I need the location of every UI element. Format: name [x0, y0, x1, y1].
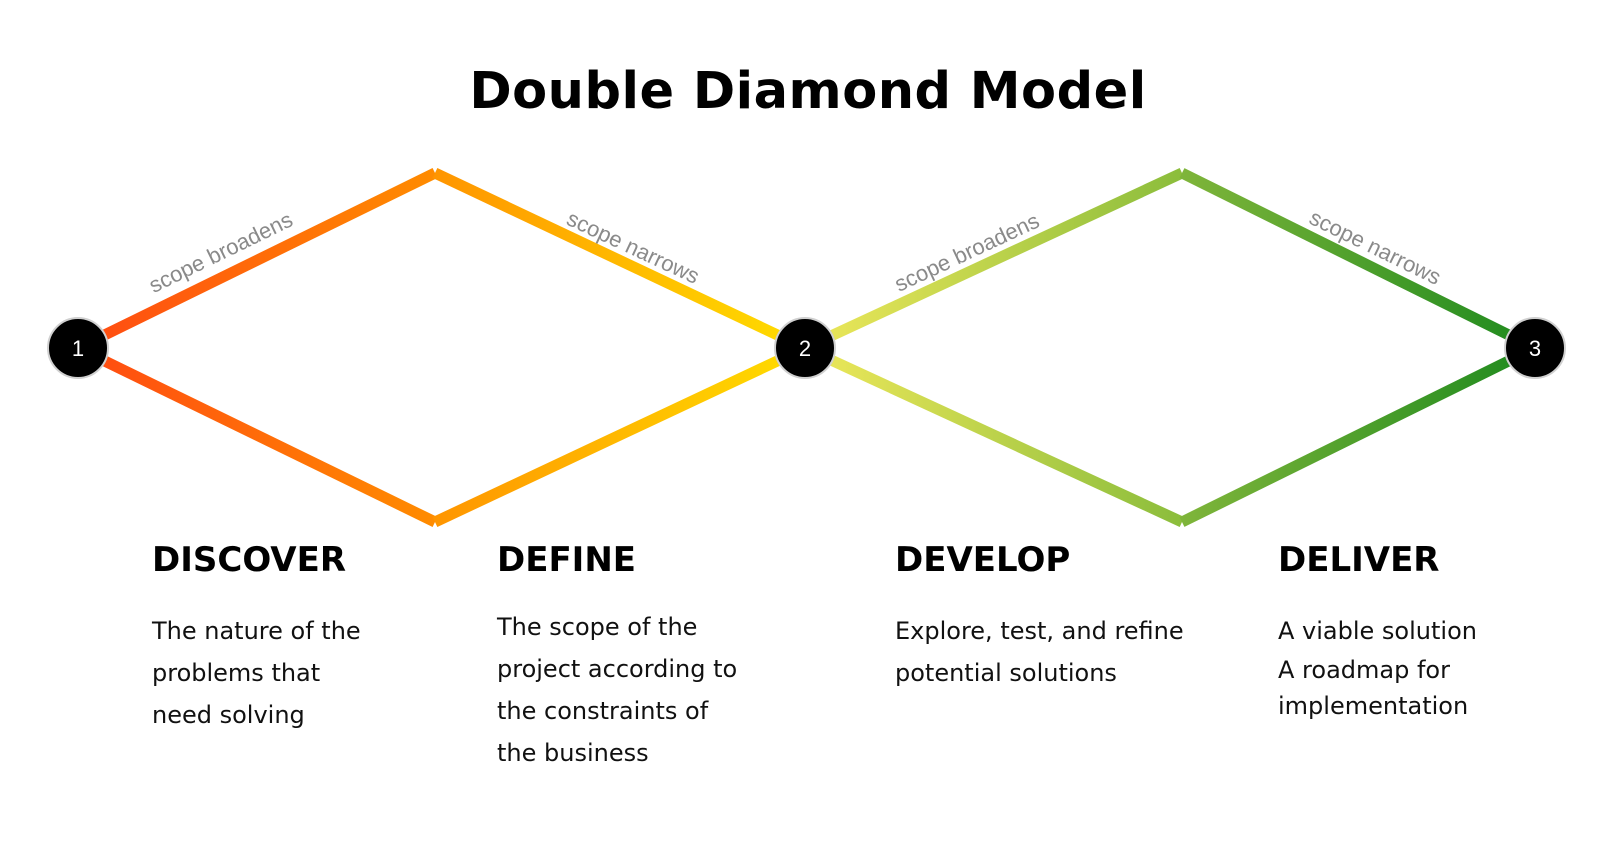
- phase-desc-line: A roadmap for: [1278, 656, 1450, 684]
- phase-desc-define: The scope of the project according to th…: [497, 606, 737, 774]
- phase-discover: DISCOVER The nature of the problems that…: [152, 540, 361, 736]
- phase-title-define: DEFINE: [497, 540, 637, 580]
- phase-desc-line: the business: [497, 739, 649, 767]
- node-2-label: 2: [799, 336, 811, 361]
- node-1-label: 1: [72, 336, 84, 361]
- define-lower-line: [432, 343, 808, 527]
- phase-desc-line: implementation: [1278, 692, 1469, 720]
- phase-desc-develop: Explore, test, and refine potential solu…: [895, 610, 1184, 694]
- deliver-upper-line: [1179, 168, 1538, 353]
- discover-upper-line: [75, 168, 438, 353]
- develop-upper-line: [802, 168, 1185, 353]
- deliver-lower-line: [1179, 343, 1538, 527]
- phase-title-discover: DISCOVER: [152, 540, 347, 580]
- phase-title-develop: DEVELOP: [895, 540, 1071, 580]
- discover-lower-line: [75, 343, 438, 527]
- phase-deliver: DELIVER A viable solution A roadmap for …: [1278, 540, 1477, 724]
- phase-desc-line: need solving: [152, 701, 305, 729]
- node-3-label: 3: [1529, 336, 1541, 361]
- phase-develop: DEVELOP Explore, test, and refine potent…: [895, 540, 1184, 694]
- phase-define: DEFINE The scope of the project accordin…: [497, 540, 737, 774]
- phase-desc-line: potential solutions: [895, 659, 1117, 687]
- phase-desc-line: The scope of the: [497, 613, 698, 641]
- node-2: 2: [774, 317, 836, 379]
- phase-desc-discover: The nature of the problems that need sol…: [152, 610, 361, 736]
- node-3: 3: [1504, 317, 1566, 379]
- develop-lower-line: [802, 343, 1185, 527]
- phase-desc-line: Explore, test, and refine: [895, 617, 1184, 645]
- phase-title-deliver: DELIVER: [1278, 540, 1440, 580]
- node-2-circle: [774, 317, 836, 379]
- phase-desc-line: the constraints of: [497, 697, 709, 725]
- phase-desc-deliver: A viable solution A roadmap for implemen…: [1278, 610, 1477, 724]
- phase-desc-line: project according to: [497, 655, 738, 683]
- phase-desc-line: problems that: [152, 659, 321, 687]
- define-upper-line: [432, 168, 808, 353]
- phase-desc-line: The nature of the: [152, 617, 361, 645]
- phase-desc-line: A viable solution: [1278, 617, 1477, 645]
- node-3-circle: [1504, 317, 1566, 379]
- node-1: 1: [47, 317, 109, 379]
- node-1-circle: [47, 317, 109, 379]
- diagram-title: Double Diamond Model: [469, 62, 1147, 121]
